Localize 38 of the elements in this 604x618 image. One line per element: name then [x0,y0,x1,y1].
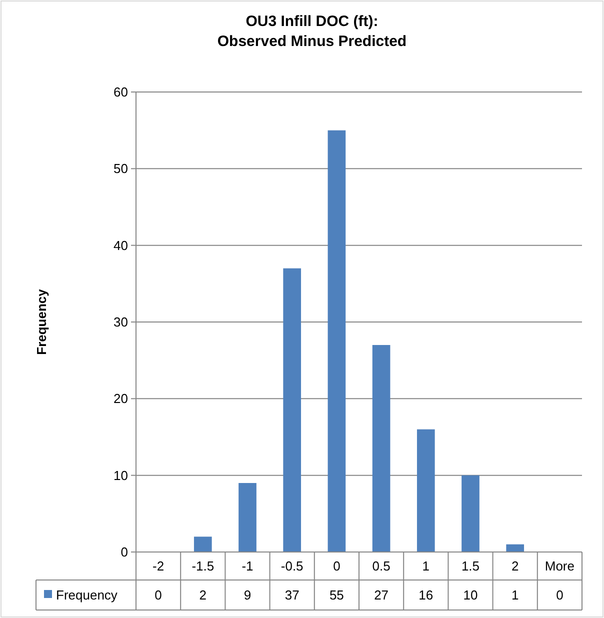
x-tick-label: -0.5 [280,558,304,574]
x-tick-label: 1 [422,558,430,574]
x-tick-label: 2 [511,558,519,574]
y-tick-label: 10 [114,468,128,483]
x-tick-label: -2 [152,558,164,574]
x-tick-label: 0 [333,558,340,574]
chart-title: OU3 Infill DOC (ft): Observed Minus Predicted [217,13,407,50]
data-label: 55 [329,588,344,603]
x-tick-label: -1 [242,558,254,574]
y-tick-label: 50 [114,161,128,176]
bar [372,345,390,552]
data-label: 2 [199,588,207,603]
bar [238,483,256,552]
bar [506,544,524,552]
data-label: 27 [374,588,389,603]
y-axis-title: Frequency [34,288,49,355]
bar [194,536,212,552]
y-tick-label: 40 [114,238,128,253]
data-label: 0 [154,588,162,603]
x-tick-label: 0.5 [372,558,390,574]
data-label: 0 [556,588,564,603]
y-tick-label: 30 [114,314,128,330]
y-tick-label: 0 [120,544,128,560]
bar [462,475,480,552]
data-label: 9 [244,588,252,603]
x-tick-label: 1.5 [461,558,480,574]
bar [416,429,435,552]
data-label: 10 [463,588,478,603]
bar [283,268,302,552]
data-label: 1 [511,588,519,603]
y-tick-label: 20 [114,391,128,406]
x-tick-label: -1.5 [192,558,214,574]
data-label: 37 [284,588,300,603]
x-tick-label: More [544,558,575,574]
bar [328,130,346,552]
legend-label: Frequency [56,588,118,603]
y-tick-label: 60 [114,84,128,100]
data-label: 16 [418,588,434,603]
